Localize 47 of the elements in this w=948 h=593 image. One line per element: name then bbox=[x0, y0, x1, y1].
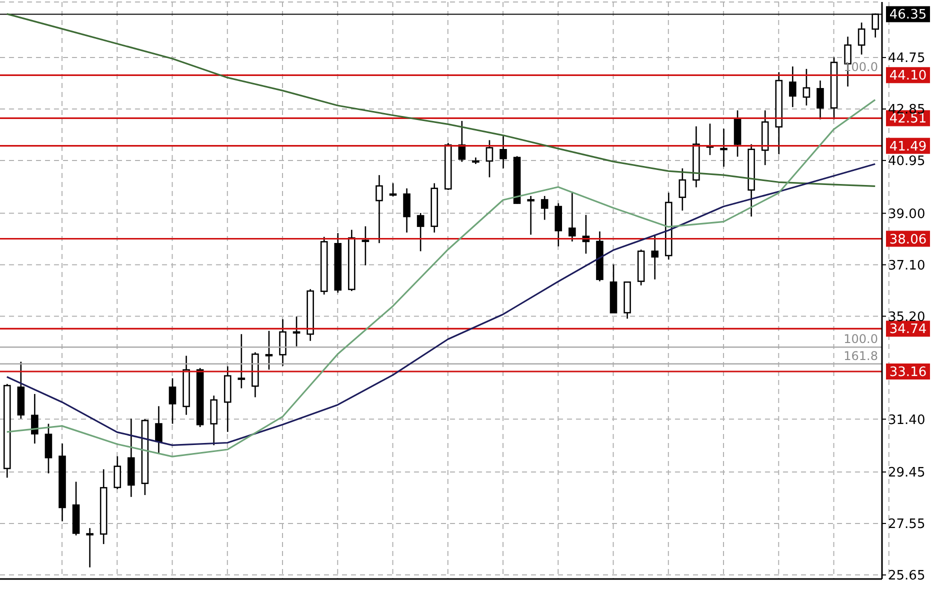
line-series bbox=[6, 98, 876, 458]
candlestick bbox=[816, 80, 824, 120]
ref-line-label: 44.10 bbox=[889, 68, 927, 84]
candlestick bbox=[279, 318, 286, 366]
y-tick-label: 37.10 bbox=[888, 258, 926, 274]
candlestick bbox=[540, 195, 548, 220]
candlestick bbox=[44, 423, 52, 474]
y-tick-label: 44.75 bbox=[888, 51, 926, 66]
candlestick bbox=[31, 393, 38, 444]
y-tick-label: 29.45 bbox=[888, 466, 926, 481]
candlestick bbox=[858, 22, 866, 56]
candlestick bbox=[265, 330, 273, 370]
y-tick-label: 31.40 bbox=[888, 412, 926, 428]
candlestick bbox=[155, 406, 162, 454]
candlestick bbox=[720, 128, 728, 168]
candlestick bbox=[500, 135, 507, 169]
ref-line-label: 38.06 bbox=[889, 232, 927, 248]
candlestick bbox=[86, 527, 94, 568]
y-tick-label: 25.65 bbox=[888, 568, 926, 584]
candlestick bbox=[238, 333, 246, 389]
line-series bbox=[6, 163, 876, 446]
candlestick bbox=[416, 212, 424, 252]
candlestick bbox=[362, 226, 370, 266]
candlestick bbox=[210, 394, 218, 446]
ref-line-label: 33.16 bbox=[889, 364, 927, 380]
ref-line-label: 46.35 bbox=[889, 8, 927, 23]
annotation: 100.0 bbox=[844, 332, 878, 346]
candlestick bbox=[568, 190, 576, 242]
candlestick bbox=[527, 195, 534, 236]
candlestick bbox=[678, 168, 686, 212]
y-tick-label: 40.95 bbox=[888, 154, 926, 170]
candlestick bbox=[802, 68, 810, 106]
candlestick bbox=[403, 188, 410, 234]
candlestick bbox=[389, 182, 397, 198]
line-series bbox=[6, 13, 876, 188]
candlestick bbox=[114, 456, 122, 490]
ref-line-label: 34.74 bbox=[889, 322, 927, 338]
annotation: 161.8 bbox=[844, 348, 878, 363]
y-tick-label: 27.55 bbox=[888, 517, 926, 532]
candlestick bbox=[486, 140, 494, 178]
ref-line-label: 41.49 bbox=[889, 139, 927, 154]
candlestick bbox=[376, 174, 383, 244]
candlestick bbox=[789, 66, 796, 108]
y-tick-label: 39.00 bbox=[888, 206, 926, 222]
candlestick bbox=[651, 234, 659, 280]
candlestick bbox=[292, 316, 300, 347]
candlestick bbox=[168, 378, 176, 424]
